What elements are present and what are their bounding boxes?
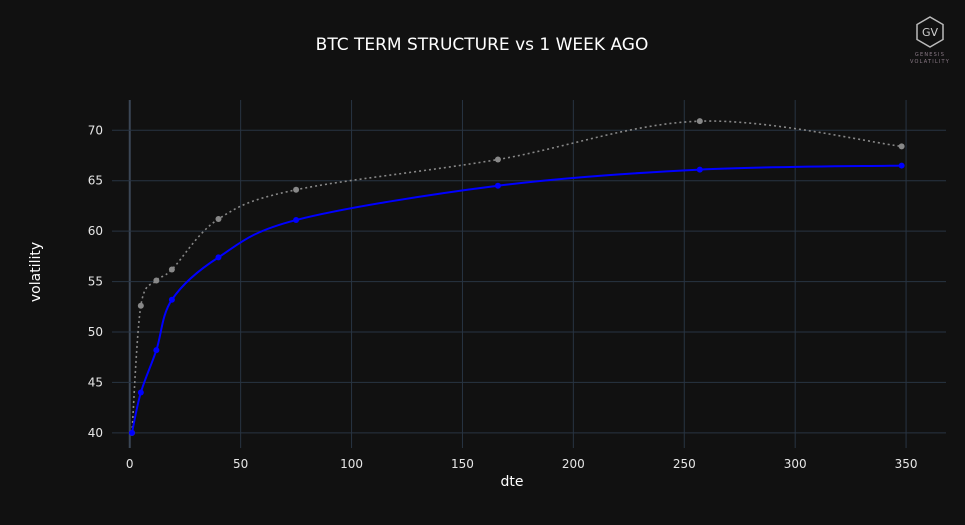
series-line-1 [130,164,902,434]
y-tick-label: 50 [88,325,103,339]
series-0-point [494,156,501,163]
tick-layer: 0 50 100 150 200 250 300 350 40 45 50 55 60 65 70 [88,123,918,471]
series-layer [128,118,905,436]
y-tick-label: 45 [88,375,103,389]
series-0-point [168,266,175,273]
y-axis-label: volatility [28,242,44,302]
x-tick-label: 0 [126,457,134,471]
y-tick-label: 65 [88,174,103,188]
x-tick-label: 350 [895,457,918,471]
x-tick-label: 100 [340,457,363,471]
grid-layer [112,100,946,448]
series-1-point [215,254,222,261]
x-tick-label: 300 [784,457,807,471]
series-1-point [898,162,905,169]
series-0-point [137,302,144,309]
series-1-point [696,166,703,173]
x-tick-label: 200 [562,457,585,471]
x-tick-label: 250 [673,457,696,471]
logo-monogram: GV [922,26,939,39]
y-tick-label: 70 [88,123,103,137]
logo-line-1: GENESIS [915,52,945,58]
series-0-point [215,216,222,223]
x-tick-label: 150 [451,457,474,471]
series-0-point [898,143,905,150]
y-tick-label: 60 [88,224,103,238]
series-1-point [153,347,160,354]
logo-line-2: VOLATILITY [910,59,950,65]
series-0-point [696,118,703,125]
series-0-point [153,277,160,284]
x-axis-label: dte [501,474,524,490]
series-1-point [494,182,501,189]
y-tick-label: 40 [88,426,103,440]
genesis-volatility-logo: GV GENESIS VOLATILITY [910,16,950,65]
series-0-point [293,186,300,193]
series-1-point [128,429,135,436]
series-1-point [293,217,300,224]
y-tick-label: 55 [88,275,103,289]
chart-title: BTC TERM STRUCTURE vs 1 WEEK AGO [316,35,649,55]
series-1-point [168,296,175,303]
series-1-point [137,389,144,396]
x-tick-label: 50 [233,457,248,471]
hexagon-logo-icon [916,16,944,48]
